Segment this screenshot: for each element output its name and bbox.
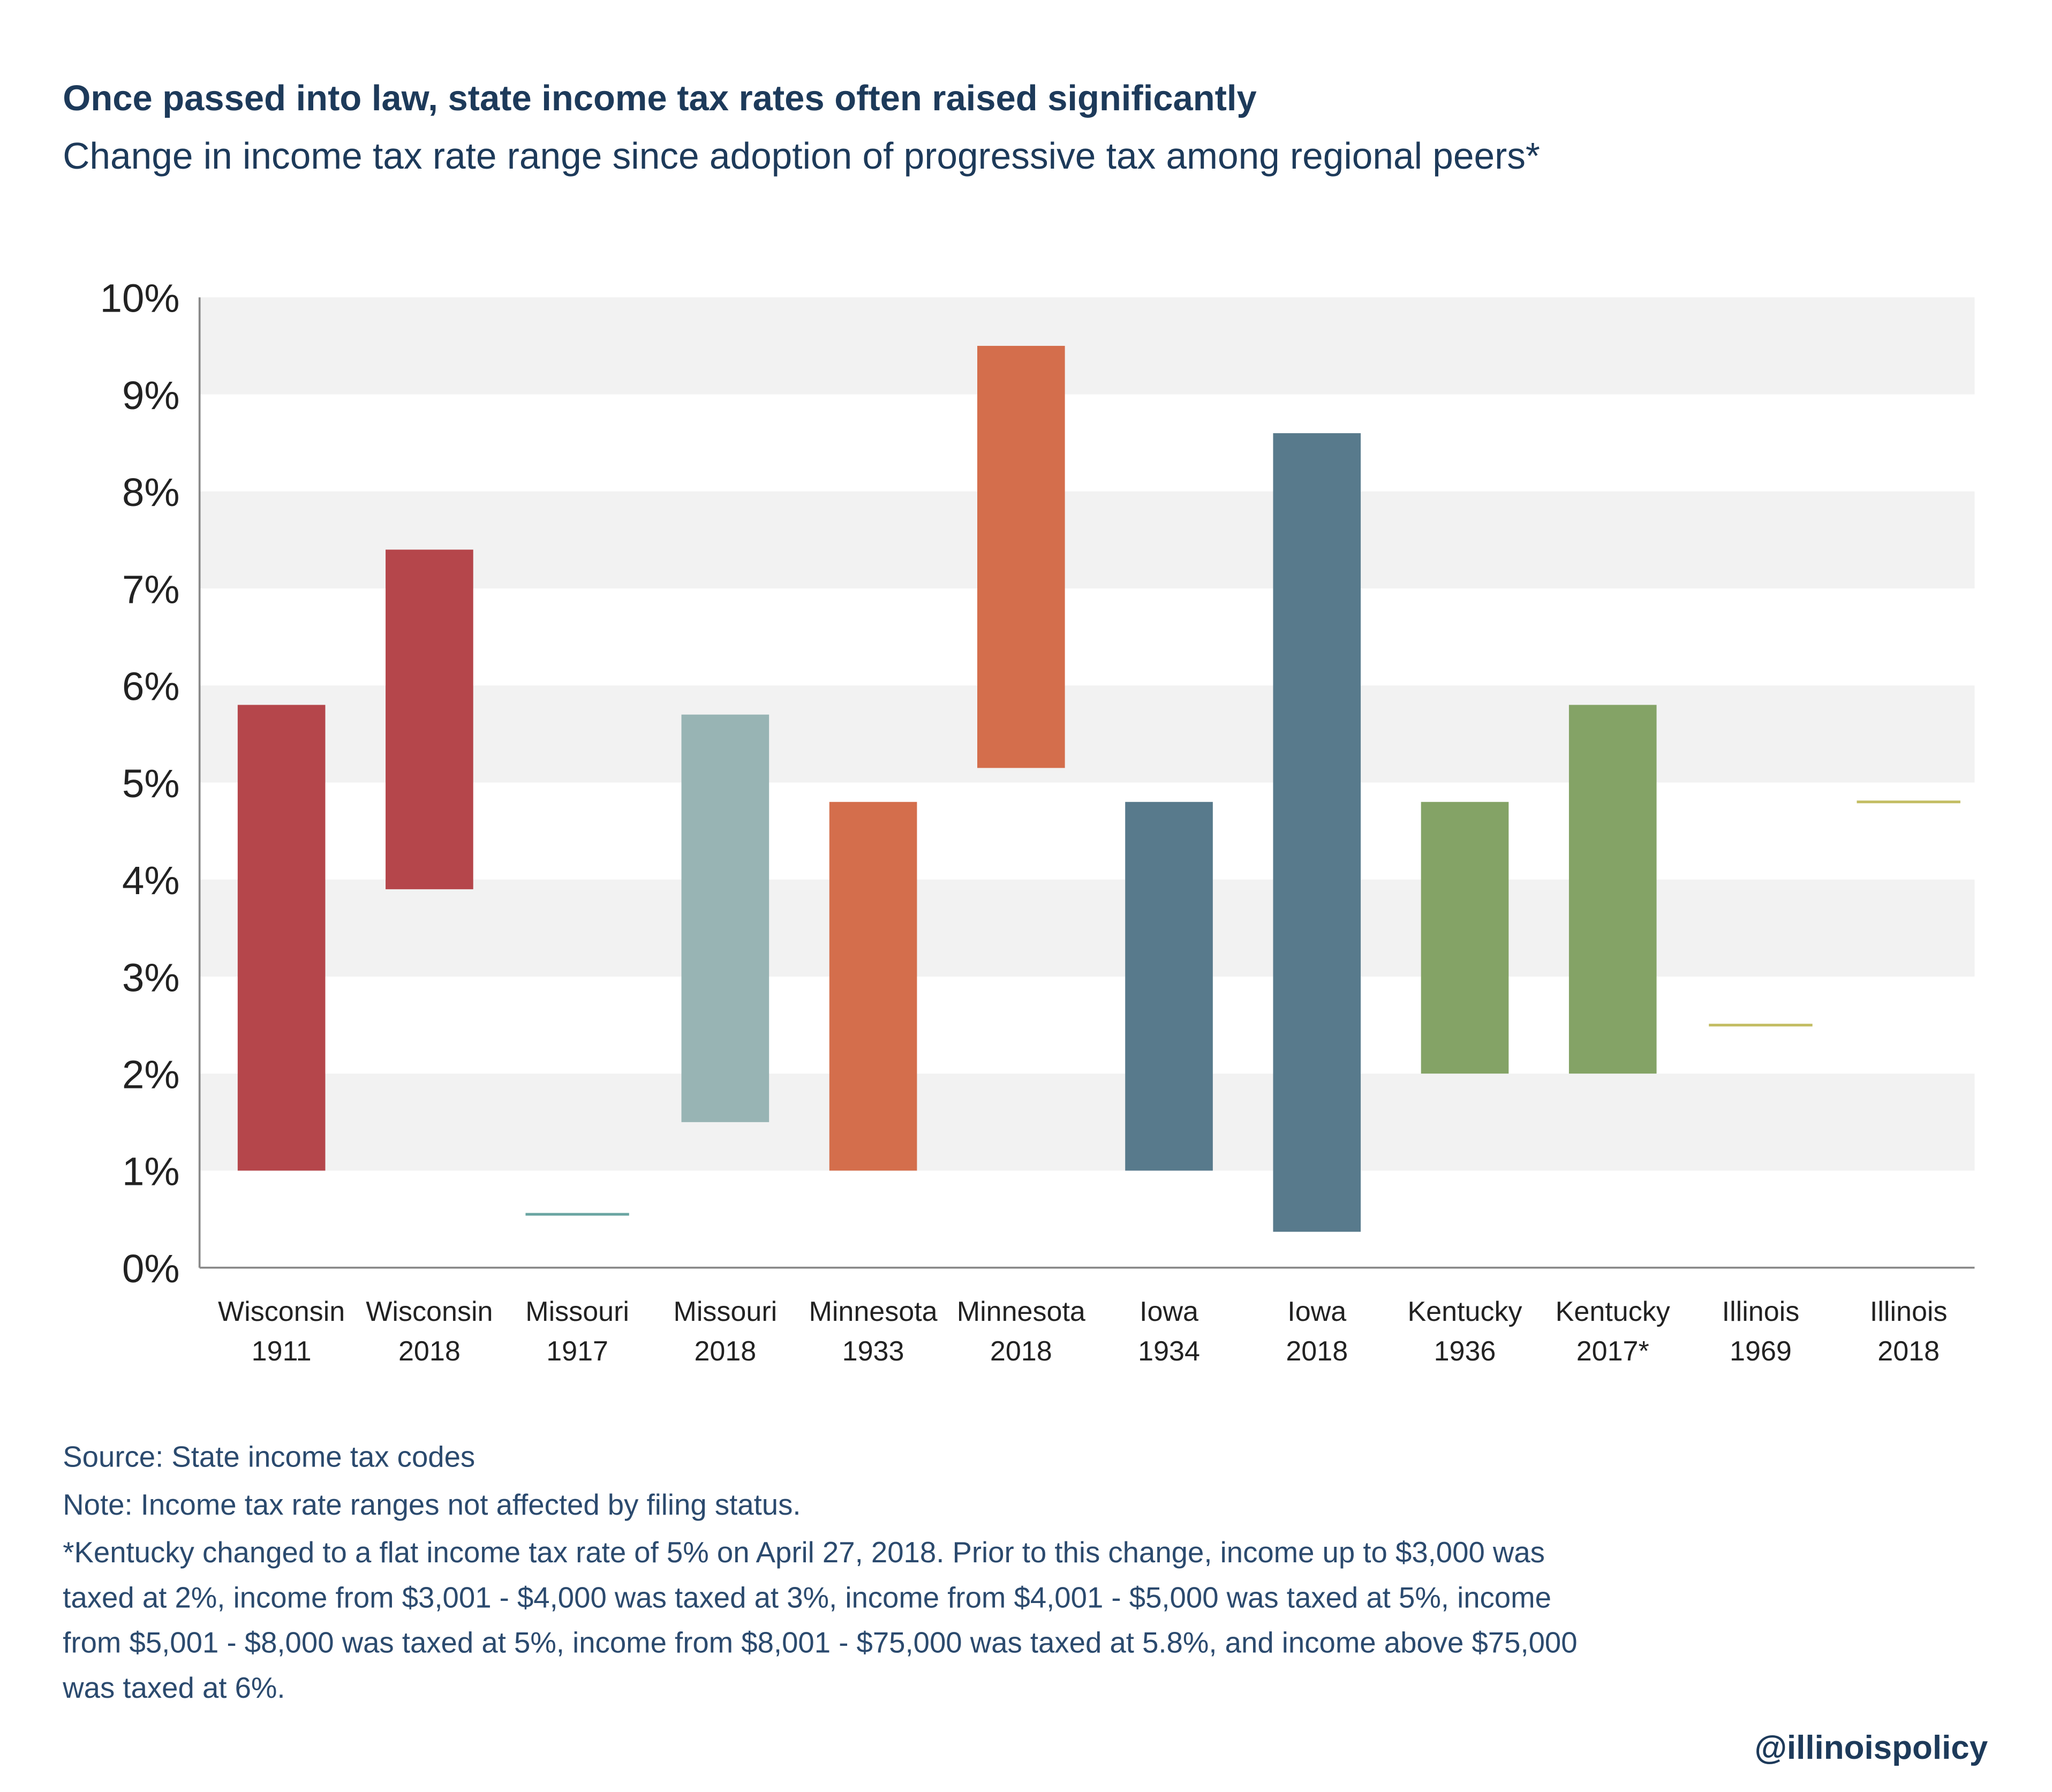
note: Note: Income tax rate ranges not affecte… [63, 1488, 801, 1521]
x-tick-label: Iowa [1140, 1296, 1198, 1327]
range-bar [1273, 433, 1361, 1232]
x-tick-label: Minnesota [809, 1296, 938, 1327]
range-bar [977, 345, 1065, 768]
y-tick-label: 5% [122, 761, 179, 806]
x-tick-label: 1933 [842, 1336, 904, 1367]
footnote-line: *Kentucky changed to a flat income tax r… [63, 1536, 1545, 1569]
y-tick-label: 3% [122, 955, 179, 1000]
range-bar [829, 802, 917, 1171]
x-tick-label: Iowa [1287, 1296, 1346, 1327]
x-tick-label: 1917 [546, 1336, 608, 1367]
x-tick-label: Missouri [673, 1296, 777, 1327]
y-tick-label: 10% [100, 276, 180, 321]
credit: @illinoispolicy [1754, 1729, 1988, 1766]
chart-subtitle: Change in income tax rate range since ad… [63, 135, 1540, 177]
x-tick-label: 2018 [398, 1336, 461, 1367]
grid-band [199, 879, 1975, 977]
grid-band [199, 297, 1975, 395]
x-tick-label: Minnesota [957, 1296, 1085, 1327]
footnote-line: was taxed at 6%. [62, 1672, 285, 1704]
range-bar [1421, 802, 1509, 1074]
grid-band [199, 491, 1975, 589]
y-tick-label: 6% [122, 664, 179, 709]
range-bar [386, 549, 473, 889]
footnote-line: from $5,001 - $8,000 was taxed at 5%, in… [63, 1627, 1577, 1659]
x-tick-label: 2018 [1286, 1336, 1348, 1367]
x-tick-label: Illinois [1722, 1296, 1800, 1327]
x-tick-label: Kentucky [1407, 1296, 1522, 1327]
x-tick-label: Illinois [1870, 1296, 1948, 1327]
y-tick-label: 1% [122, 1150, 179, 1194]
x-tick-label: 1934 [1138, 1336, 1200, 1367]
x-tick-label: 1969 [1730, 1336, 1792, 1367]
x-tick-label: 2017* [1576, 1336, 1649, 1367]
range-bar [1568, 705, 1657, 1074]
x-tick-label: Wisconsin [366, 1296, 493, 1327]
grid-band [199, 685, 1975, 783]
y-tick-label: 4% [122, 858, 179, 903]
range-bar [1125, 802, 1213, 1171]
grid-band [199, 1073, 1975, 1171]
x-tick-label: 1936 [1434, 1336, 1496, 1367]
y-tick-label: 7% [122, 567, 179, 611]
range-bar [237, 705, 326, 1171]
x-tick-label: 2018 [990, 1336, 1052, 1367]
range-bar [681, 714, 770, 1122]
x-tick-label: 2018 [694, 1336, 756, 1367]
x-tick-label: Missouri [525, 1296, 629, 1327]
x-tick-label: 2018 [1877, 1336, 1940, 1367]
y-tick-label: 2% [122, 1052, 179, 1097]
x-tick-label: Wisconsin [218, 1296, 345, 1327]
y-tick-label: 8% [122, 470, 179, 515]
y-tick-label: 9% [122, 373, 179, 418]
plot: 0% 1% 2% 3% 4% 5% 6% 7% 8% 9% 10% Wisconsin 1911 Wisc… [100, 276, 1975, 1367]
x-tick-label: Kentucky [1556, 1296, 1670, 1327]
chart-title: Once passed into law, state income tax r… [63, 78, 1256, 118]
y-tick-label: 0% [122, 1246, 179, 1291]
source: Source: State income tax codes [63, 1441, 475, 1473]
footnote-line: taxed at 2%, income from $3,001 - $4,000… [63, 1581, 1551, 1614]
x-tick-label: 1911 [252, 1336, 312, 1367]
